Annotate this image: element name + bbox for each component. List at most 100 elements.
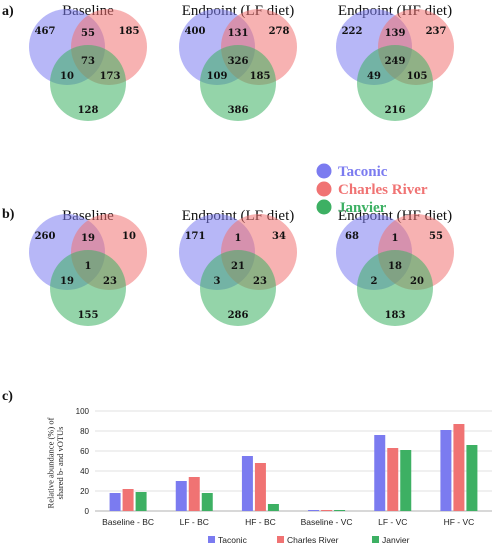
venn-count-t-only: 171 [185, 231, 206, 242]
legend-label-taconic: Taconic [338, 164, 388, 180]
venn-count-tj: 19 [60, 276, 74, 287]
y-tick-label: 60 [80, 447, 89, 456]
bar-taconic [241, 456, 253, 511]
venn-count-c-only: 55 [429, 231, 443, 242]
venn-count-cj: 20 [410, 276, 424, 287]
venn-count-tc: 1 [235, 233, 242, 244]
bar-janvier [201, 493, 213, 511]
y-tick-label: 100 [76, 407, 90, 416]
janvier-circle [50, 45, 126, 121]
y-tick-label: 80 [80, 427, 89, 436]
venn-count-c-only: 10 [122, 231, 136, 242]
venn-count-cj: 105 [407, 71, 428, 82]
bar-taconic [109, 493, 121, 511]
venn-count-j-only: 386 [228, 105, 249, 116]
legend-swatch [208, 536, 215, 543]
panel-b-label: b) [2, 207, 15, 222]
venn-count-c-only: 278 [269, 26, 290, 37]
venn-count-tcj: 21 [231, 261, 245, 272]
venn-count-j-only: 216 [385, 105, 406, 116]
venn-count-tc: 1 [392, 233, 399, 244]
venn-count-tcj: 326 [228, 56, 249, 67]
x-tick-label: HF - VC [444, 517, 475, 527]
x-tick-label: LF - VC [378, 517, 407, 527]
bar-janvier [267, 504, 279, 511]
panel-a-label: a) [2, 4, 14, 19]
x-tick-label: Baseline - BC [102, 517, 154, 527]
venn-count-tcj: 249 [385, 56, 406, 67]
legend-swatch [277, 536, 284, 543]
legend-label-janvier: Janvier [338, 200, 387, 216]
y-axis-label-line-2: shared b- and vOTUs [55, 427, 65, 500]
venn-count-cj: 23 [253, 276, 267, 287]
venn-count-j-only: 183 [385, 310, 406, 321]
venn-count-t-only: 260 [35, 231, 56, 242]
venn-legend: Taconic Charles River Janvier [316, 163, 428, 216]
venn-count-j-only: 128 [78, 105, 99, 116]
legend-label: Charles River [287, 535, 339, 545]
venn-count-cj: 23 [103, 276, 117, 287]
venn-count-tcj: 18 [388, 261, 402, 272]
janvier-circle [50, 250, 126, 326]
y-tick-label: 0 [85, 507, 90, 516]
bar-charles-river [254, 463, 266, 511]
y-tick-label: 40 [80, 467, 89, 476]
venn-count-cj: 185 [250, 71, 271, 82]
bar-charles-river [321, 510, 333, 511]
janvier-circle [357, 250, 433, 326]
legend-marker-taconic [316, 163, 332, 179]
venn-count-tj: 3 [214, 276, 221, 287]
venn-count-tj: 49 [367, 71, 381, 82]
bar-taconic [440, 430, 452, 511]
janvier-circle [200, 45, 276, 121]
legend-label: Janvier [382, 535, 410, 545]
venn-count-tc: 19 [81, 233, 95, 244]
bar-chart: Relative abundance (%) ofshared b- and v… [45, 407, 492, 545]
venn-count-j-only: 155 [78, 310, 99, 321]
bar-janvier [400, 450, 412, 511]
bar-janvier [466, 445, 478, 511]
bar-legend: Taconic Charles River Janvier [208, 535, 410, 545]
bar-taconic [175, 481, 187, 511]
venn-count-j-only: 286 [228, 310, 249, 321]
venn-count-c-only: 185 [119, 26, 140, 37]
legend-marker-charles-river [316, 181, 332, 197]
venn-count-t-only: 222 [342, 26, 363, 37]
panel-c-label: c) [2, 389, 13, 404]
venn-count-t-only: 68 [345, 231, 359, 242]
y-tick-label: 20 [80, 487, 89, 496]
venn-count-tcj: 1 [85, 261, 92, 272]
venn-count-tj: 10 [60, 71, 74, 82]
venn-count-t-only: 400 [185, 26, 206, 37]
venn-count-tc: 131 [228, 28, 249, 39]
venn-count-tcj: 73 [81, 56, 95, 67]
bar-charles-river [188, 477, 200, 511]
y-axis-label: Relative abundance (%) ofshared b- and v… [45, 417, 65, 508]
legend-marker-janvier [316, 199, 332, 215]
venn-count-cj: 173 [100, 71, 121, 82]
legend-label: Taconic [218, 535, 248, 545]
venn-count-t-only: 467 [35, 26, 56, 37]
x-tick-label: LF - BC [180, 517, 209, 527]
bar-janvier [334, 510, 346, 511]
venn-count-tc: 55 [81, 28, 95, 39]
venn-count-c-only: 34 [272, 231, 286, 242]
venn-count-tc: 139 [385, 28, 406, 39]
y-axis-label-line-1: Relative abundance (%) of [45, 417, 55, 508]
janvier-circle [357, 45, 433, 121]
legend-label-charles-river: Charles River [338, 182, 428, 198]
legend-swatch [372, 536, 379, 543]
bar-janvier [135, 492, 147, 511]
janvier-circle [200, 250, 276, 326]
x-tick-label: Baseline - VC [301, 517, 353, 527]
venn-count-tj: 109 [207, 71, 228, 82]
x-tick-label: HF - BC [245, 517, 276, 527]
